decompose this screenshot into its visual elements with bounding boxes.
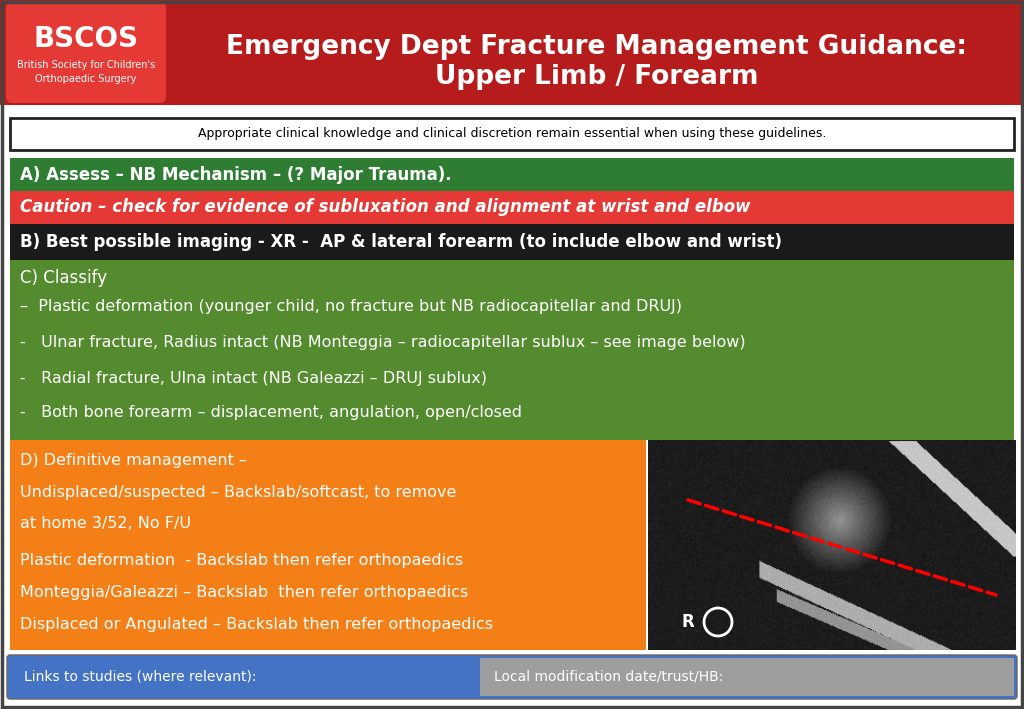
Text: -   Both bone forearm – displacement, angulation, open/closed: - Both bone forearm – displacement, angu… (20, 405, 522, 420)
Text: Local modification date/trust/HB:: Local modification date/trust/HB: (494, 670, 723, 684)
Bar (10, 440, 646, 650)
Text: Displaced or Angulated – Backslab then refer orthopaedics: Displaced or Angulated – Backslab then r… (20, 617, 493, 632)
Bar (10, 224, 1014, 260)
Bar (10, 118, 1014, 150)
Text: A) Assess – NB Mechanism – (? Major Trauma).: A) Assess – NB Mechanism – (? Major Trau… (20, 165, 452, 184)
Text: Plastic deformation  - Backslab then refer orthopaedics: Plastic deformation - Backslab then refe… (20, 552, 463, 567)
Text: -   Radial fracture, Ulna intact (NB Galeazzi – DRUJ sublux): - Radial fracture, Ulna intact (NB Galea… (20, 371, 487, 386)
Text: C) Classify: C) Classify (20, 269, 108, 287)
Text: Appropriate clinical knowledge and clinical discretion remain essential when usi: Appropriate clinical knowledge and clini… (198, 128, 826, 140)
Text: Upper Limb / Forearm: Upper Limb / Forearm (435, 64, 759, 89)
Text: BSCOS: BSCOS (34, 25, 138, 53)
Text: –  Plastic deformation (younger child, no fracture but NB radiocapitellar and DR: – Plastic deformation (younger child, no… (20, 298, 682, 313)
Text: B) Best possible imaging - XR -  AP & lateral forearm (to include elbow and wris: B) Best possible imaging - XR - AP & lat… (20, 233, 782, 251)
Text: Monteggia/Galeazzi – Backslab  then refer orthopaedics: Monteggia/Galeazzi – Backslab then refer… (20, 584, 468, 600)
Text: at home 3/52, No F/U: at home 3/52, No F/U (20, 516, 191, 532)
Bar (648, 440, 1016, 650)
Text: British Society for Children's
Orthopaedic Surgery: British Society for Children's Orthopaed… (17, 60, 155, 84)
Text: Emergency Dept Fracture Management Guidance:: Emergency Dept Fracture Management Guida… (226, 33, 968, 60)
FancyBboxPatch shape (6, 2, 166, 103)
Text: -   Ulnar fracture, Radius intact (NB Monteggia – radiocapitellar sublux – see i: - Ulnar fracture, Radius intact (NB Mont… (20, 335, 745, 350)
FancyBboxPatch shape (7, 655, 1017, 699)
Text: R: R (682, 613, 694, 631)
Bar (10, 191, 1014, 224)
Text: Links to studies (where relevant):: Links to studies (where relevant): (24, 670, 256, 684)
Bar (10, 260, 1014, 440)
Bar (10, 158, 1014, 191)
Text: Undisplaced/suspected – Backslab/softcast, to remove: Undisplaced/suspected – Backslab/softcas… (20, 484, 457, 500)
Text: Caution – check for evidence of subluxation and alignment at wrist and elbow: Caution – check for evidence of subluxat… (20, 199, 751, 216)
Bar (480, 658, 1014, 696)
Text: D) Definitive management –: D) Definitive management – (20, 452, 247, 467)
Bar (0, 0, 1024, 105)
